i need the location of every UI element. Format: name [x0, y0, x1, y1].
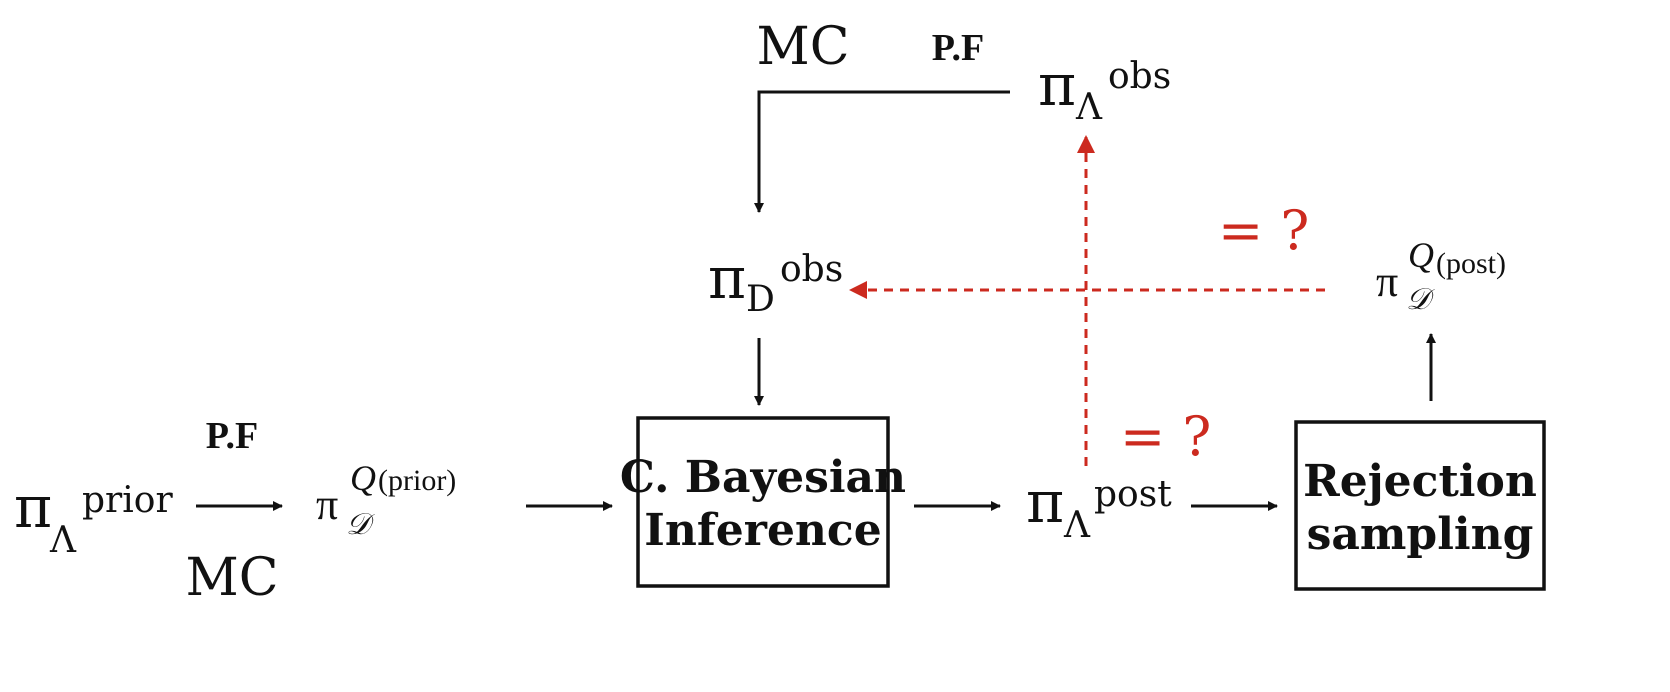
node-pi-lambda-prior: π Λ prior [14, 473, 173, 561]
subscript: 𝒟 [1406, 283, 1435, 316]
superscript-q: Q [1408, 235, 1434, 275]
pi-symbol: π [1026, 468, 1064, 536]
node-pi-lambda-post: π Λ post [1026, 468, 1172, 546]
pi-symbol: π [14, 473, 52, 541]
subscript: D [746, 279, 775, 320]
superscript: prior [82, 480, 173, 521]
comparison-label-upper: = ? [1218, 199, 1309, 262]
superscript: obs [1108, 56, 1171, 97]
box-frame [1294, 420, 1546, 591]
subscript: Λ [49, 520, 77, 561]
label-mc-top: MC [756, 17, 849, 77]
node-pi-lambda-obs: π Λ obs [1038, 51, 1171, 128]
superscript: (post) [1436, 247, 1506, 280]
box-label-line2: sampling [1307, 509, 1534, 560]
box-rejection-sampling: Rejection sampling [1294, 420, 1546, 591]
superscript: obs [780, 249, 843, 290]
comparison-label-lower: = ? [1120, 405, 1211, 468]
pi-symbol: π [708, 244, 746, 312]
node-pi-d-obs: π D obs [708, 244, 843, 320]
label-pf-top: P.F [932, 27, 984, 69]
superscript: post [1094, 474, 1172, 515]
pi-symbol: π [1038, 51, 1076, 119]
box-label-line1: Rejection [1303, 456, 1537, 507]
label-mc-bottom: MC [185, 548, 278, 608]
box-label-line1: C. Bayesian [620, 452, 906, 503]
subscript: 𝒟 [346, 508, 375, 541]
node-pi-d-q-post: π 𝒟 Q (post) [1376, 235, 1506, 316]
subscript: Λ [1063, 505, 1091, 546]
pi-symbol: π [1376, 257, 1398, 306]
arrow-lambda-obs-to-d-obs [754, 90, 1010, 213]
box-label-line2: Inference [644, 505, 881, 556]
box-frame [636, 416, 890, 588]
superscript-q: Q [350, 458, 376, 498]
superscript: (prior) [378, 464, 456, 497]
pi-symbol: π [316, 480, 338, 529]
box-bayesian-inference: C. Bayesian Inference [620, 416, 906, 588]
subscript: Λ [1075, 87, 1103, 128]
node-pi-d-q-prior: π 𝒟 Q (prior) [316, 458, 456, 541]
label-pf-bottom: P.F [206, 415, 258, 457]
